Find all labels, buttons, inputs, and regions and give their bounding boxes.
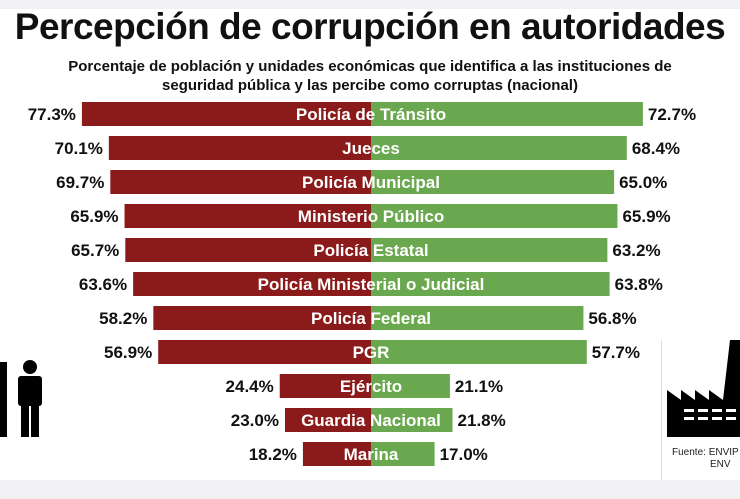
source-line-1: Fuente: ENVIP: [672, 447, 739, 458]
bar-left: [153, 306, 371, 330]
value-label-left: 69.7%: [56, 173, 104, 192]
value-label-left: 56.9%: [104, 343, 152, 362]
bar-right: [371, 238, 608, 262]
person-icon: [0, 360, 42, 437]
value-label-left: 63.6%: [79, 275, 127, 294]
value-label-right: 65.9%: [622, 207, 670, 226]
source-note: Fuente: ENVIP ENV: [672, 447, 739, 471]
subtitle-line-1: Porcentaje de población y unidades econó…: [68, 58, 672, 75]
bar-right: [371, 306, 584, 330]
category-label: Policía Federal: [311, 309, 431, 328]
value-label-right: 17.0%: [440, 445, 488, 464]
category-label: Policía Estatal: [313, 241, 428, 260]
bar-right: [371, 408, 453, 432]
bar-right: [371, 136, 627, 160]
bar-left: [125, 238, 371, 262]
source-line-2: ENV: [710, 459, 731, 470]
category-label: Ejército: [340, 377, 402, 396]
bar-left: [279, 374, 371, 398]
category-label: Guardia Nacional: [301, 411, 441, 430]
bar-right: [371, 340, 587, 364]
bar-left: [158, 340, 371, 364]
category-label: PGR: [353, 343, 390, 362]
bar-right: [371, 102, 643, 126]
value-label-left: 24.4%: [226, 377, 274, 396]
value-label-left: 23.0%: [231, 411, 279, 430]
subtitle-line-2: seguridad pública y las percibe como cor…: [162, 77, 578, 94]
value-label-left: 18.2%: [249, 445, 297, 464]
chart-subtitle: Porcentaje de población y unidades econó…: [0, 57, 740, 95]
category-label: Marina: [344, 445, 399, 464]
bar-left: [284, 408, 371, 432]
bar-right: [371, 272, 610, 296]
category-label: Policía de Tránsito: [296, 105, 446, 124]
bar-left: [124, 204, 371, 228]
bar-left: [108, 136, 372, 160]
category-label: Policía Ministerial o Judicial: [258, 275, 485, 294]
factory-icon: [667, 340, 740, 437]
value-label-right: 56.8%: [588, 309, 636, 328]
bar-left: [81, 102, 371, 126]
bottom-strip: [0, 480, 740, 499]
top-strip: [0, 0, 740, 9]
bar-right: [371, 442, 435, 466]
value-label-right: 21.8%: [458, 411, 506, 430]
bar-right: [371, 170, 615, 194]
bar-left: [302, 442, 371, 466]
category-label: Jueces: [342, 139, 400, 158]
value-label-right: 21.1%: [455, 377, 503, 396]
bar-right: [371, 374, 450, 398]
value-label-right: 68.4%: [632, 139, 680, 158]
value-label-left: 70.1%: [55, 139, 103, 158]
bar-left: [110, 170, 372, 194]
value-label-right: 63.8%: [615, 275, 663, 294]
category-label: Policía Municipal: [302, 173, 440, 192]
divider: [661, 340, 662, 480]
value-label-right: 72.7%: [648, 105, 696, 124]
value-label-left: 77.3%: [28, 105, 76, 124]
value-label-right: 63.2%: [612, 241, 660, 260]
chart-title: Percepción de corrupción en autoridades: [14, 6, 726, 47]
value-label-right: 57.7%: [592, 343, 640, 362]
value-label-right: 65.0%: [619, 173, 667, 192]
bar-left: [133, 272, 371, 296]
value-label-left: 65.7%: [71, 241, 119, 260]
category-label: Ministerio Público: [298, 207, 444, 226]
bar-right: [371, 204, 618, 228]
value-label-left: 65.9%: [70, 207, 118, 226]
value-label-left: 58.2%: [99, 309, 147, 328]
